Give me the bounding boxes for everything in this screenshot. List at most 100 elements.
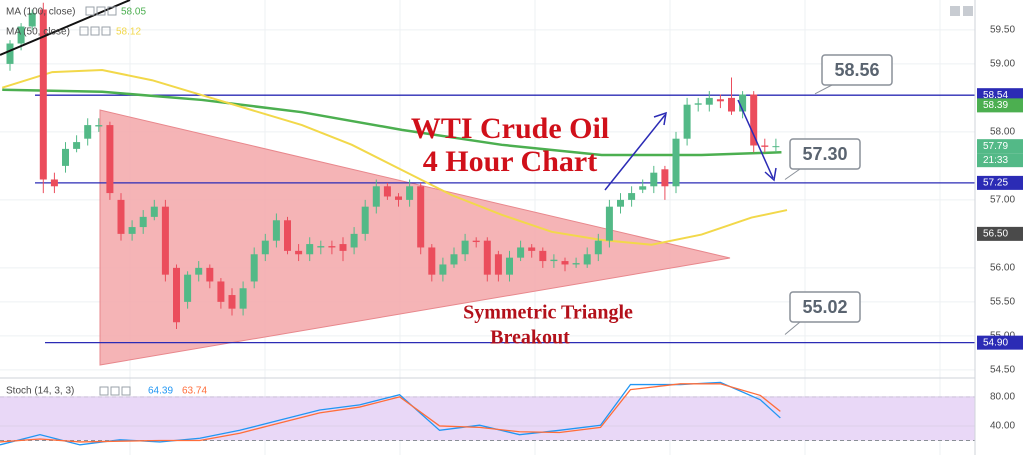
pane-title: Stoch (14, 3, 3) bbox=[6, 386, 74, 397]
candle-body bbox=[594, 240, 602, 255]
legend: MA (100, close) 58.05 MA (50, close) 58.12 bbox=[6, 6, 146, 38]
candle-body bbox=[17, 26, 25, 44]
candle-body bbox=[561, 261, 569, 265]
icon[interactable] bbox=[950, 6, 960, 16]
arrows bbox=[604, 99, 777, 191]
candle-body bbox=[761, 145, 769, 147]
candle-body bbox=[239, 288, 247, 309]
callout-label: 55.02 bbox=[802, 297, 847, 317]
candle-body bbox=[539, 250, 547, 262]
candle-body bbox=[217, 281, 225, 302]
candle-body bbox=[605, 206, 613, 241]
candle-body bbox=[95, 125, 103, 127]
candle-body bbox=[617, 199, 624, 207]
legend-value: 58.05 bbox=[121, 7, 146, 18]
candle-body bbox=[361, 206, 369, 234]
arrow-up bbox=[604, 114, 666, 191]
candle-body bbox=[195, 267, 203, 275]
candle-body bbox=[272, 220, 280, 241]
legend-icon bbox=[85, 6, 95, 16]
callout-box bbox=[789, 291, 861, 323]
candle-body bbox=[661, 169, 669, 187]
callout-box bbox=[821, 54, 893, 86]
countdown-tag bbox=[977, 153, 1023, 168]
callout-label: 57.30 bbox=[802, 144, 847, 164]
candle-body bbox=[450, 254, 458, 265]
legend-icon bbox=[121, 386, 131, 396]
candle-body bbox=[572, 263, 580, 265]
y-tick-label: 55.50 bbox=[990, 296, 1015, 307]
candle-body bbox=[228, 295, 236, 309]
price-tag bbox=[977, 175, 1023, 190]
arrow-head bbox=[764, 167, 777, 182]
candle-body bbox=[639, 186, 647, 190]
candle-body bbox=[583, 254, 591, 265]
candle-body bbox=[372, 186, 380, 207]
candle-body bbox=[461, 240, 469, 255]
candle-body bbox=[6, 43, 14, 64]
stoch-band bbox=[0, 396, 975, 441]
price-tag-label: 58.54 bbox=[983, 90, 1008, 101]
y-tick-label: 54.50 bbox=[990, 364, 1015, 375]
candle-body bbox=[339, 244, 347, 251]
candle-body bbox=[406, 186, 414, 200]
candle-body bbox=[472, 240, 480, 243]
subtitle: 4 Hour Chart bbox=[423, 145, 597, 178]
legend-label: MA (50, close) bbox=[6, 27, 70, 38]
stoch-value: 63.74 bbox=[182, 386, 207, 397]
legend-icon bbox=[79, 26, 89, 36]
candle-body bbox=[716, 99, 724, 102]
price-tag bbox=[977, 335, 1023, 350]
candle-body bbox=[550, 259, 558, 262]
price-tag bbox=[977, 226, 1023, 241]
candle-body bbox=[150, 206, 158, 217]
legend-icon bbox=[96, 6, 106, 16]
legend-value: 58.12 bbox=[116, 27, 141, 38]
y-tick-label: 59.00 bbox=[990, 59, 1015, 70]
candle-body bbox=[772, 146, 780, 148]
candle-body bbox=[50, 179, 58, 187]
candle-body bbox=[184, 274, 192, 302]
y-tick-label: 57.00 bbox=[990, 195, 1015, 206]
candle-body bbox=[128, 227, 136, 234]
candle-body bbox=[84, 125, 92, 139]
candle-body bbox=[173, 267, 180, 323]
candle-body bbox=[395, 196, 402, 200]
candle-body bbox=[683, 104, 691, 139]
stoch-value: 64.39 bbox=[148, 386, 173, 397]
candle-body bbox=[628, 193, 636, 200]
candle-body bbox=[494, 254, 502, 275]
candle-body bbox=[261, 240, 269, 255]
callout-box bbox=[789, 138, 861, 170]
candle-body bbox=[206, 267, 214, 282]
levels bbox=[35, 94, 975, 344]
legend-icon bbox=[110, 386, 120, 396]
candle-body bbox=[672, 138, 680, 187]
candle-body bbox=[306, 244, 314, 255]
callout-pointer bbox=[814, 84, 833, 95]
candle-body bbox=[739, 94, 747, 112]
candle-body bbox=[106, 125, 114, 194]
callout-pointer bbox=[784, 168, 801, 180]
candle-body bbox=[117, 199, 125, 234]
icon[interactable] bbox=[963, 6, 973, 16]
candle-body bbox=[350, 233, 358, 248]
annotation: Symmetric Triangle bbox=[463, 302, 633, 324]
candle-body bbox=[750, 94, 758, 146]
candle-body bbox=[139, 216, 147, 228]
callouts: 58.56 57.30 55.02 bbox=[784, 54, 893, 335]
candle-body bbox=[28, 12, 36, 27]
moving-average bbox=[2, 88, 782, 157]
candle-body bbox=[705, 97, 713, 105]
price-tag bbox=[977, 98, 1023, 113]
candle-body bbox=[439, 264, 447, 275]
candle-body bbox=[517, 247, 525, 258]
candle-body bbox=[62, 148, 69, 166]
legend-icon bbox=[107, 6, 117, 16]
price-tag-label: 54.90 bbox=[983, 337, 1008, 348]
candle-body bbox=[694, 103, 702, 105]
stoch-line bbox=[0, 383, 781, 443]
legend-icon bbox=[101, 26, 111, 36]
triangle-pattern bbox=[99, 109, 731, 366]
